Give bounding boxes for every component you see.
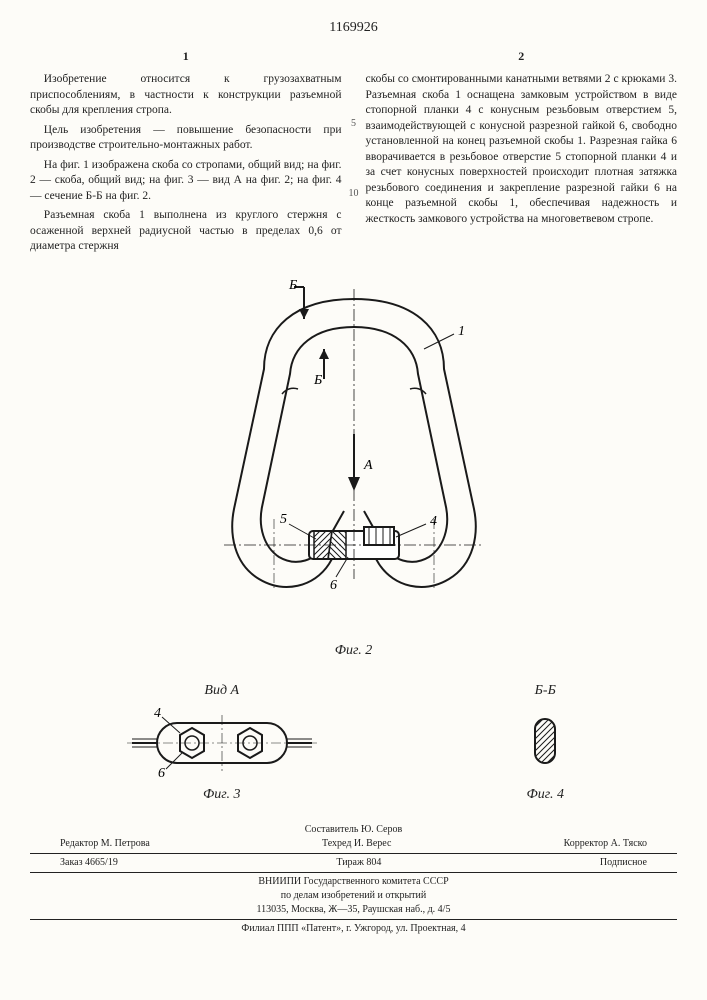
patent-number: 1169926: [30, 20, 677, 36]
order: Заказ 4665/19: [60, 856, 118, 870]
fig4-title: Б-Б: [505, 683, 585, 699]
addr1: 113035, Москва, Ж—35, Раушская наб., д. …: [30, 903, 677, 917]
editor: Редактор М. Петрова: [60, 837, 150, 851]
col-num-left: 1: [30, 48, 342, 64]
section-label: Б: [313, 373, 322, 388]
line-marker: 10: [349, 188, 359, 199]
figure-3: Вид А 4 6 Фиг. 3: [122, 679, 322, 803]
para: скобы со смонтированными канатными ветвя…: [366, 72, 678, 227]
section-label: Б: [288, 279, 297, 293]
callout-4: 4: [154, 706, 161, 721]
fig4-caption: Фиг. 4: [505, 787, 585, 803]
fig3-caption: Фиг. 3: [122, 787, 322, 803]
signed: Подписное: [600, 856, 647, 870]
corrector: Корректор А. Тяско: [564, 837, 647, 851]
para: Разъемная скоба 1 выполнена из круглого …: [30, 208, 342, 255]
fig3-title: Вид А: [122, 683, 322, 699]
callout-4: 4: [430, 514, 437, 529]
compiler: Составитель Ю. Серов: [30, 823, 677, 837]
figure-2: Б Б 1 А 5 4 6 Фиг. 2: [30, 279, 677, 659]
callout-6: 6: [330, 578, 337, 593]
right-column: 2 скобы со смонтированными канатными вет…: [366, 48, 678, 259]
org2: по делам изобретений и открытий: [30, 889, 677, 903]
fig2-caption: Фиг. 2: [30, 643, 677, 659]
para: Изобретение относится к грузозахватным п…: [30, 72, 342, 119]
para: На фиг. 1 изображена скоба со стропами, …: [30, 158, 342, 205]
arrow-label: А: [363, 458, 373, 473]
callout-6: 6: [158, 766, 165, 781]
figure-4: Б-Б Фиг. 4: [505, 679, 585, 803]
addr2: Филиал ППП «Патент», г. Ужгород, ул. Про…: [30, 922, 677, 936]
line-marker: 5: [351, 118, 356, 129]
callout-1: 1: [458, 324, 465, 339]
text-columns: 1 Изобретение относится к грузозахватным…: [30, 48, 677, 259]
callout-5: 5: [280, 512, 287, 527]
credits-block: Составитель Ю. Серов Редактор М. Петрова…: [30, 823, 677, 936]
tirage: Тираж 804: [336, 856, 381, 870]
col-num-right: 2: [366, 48, 678, 64]
para: Цель изобретения — повышение безопасност…: [30, 123, 342, 154]
left-column: 1 Изобретение относится к грузозахватным…: [30, 48, 342, 259]
org1: ВНИИПИ Государственного комитета СССР: [30, 875, 677, 889]
techred: Техред И. Верес: [322, 837, 391, 851]
